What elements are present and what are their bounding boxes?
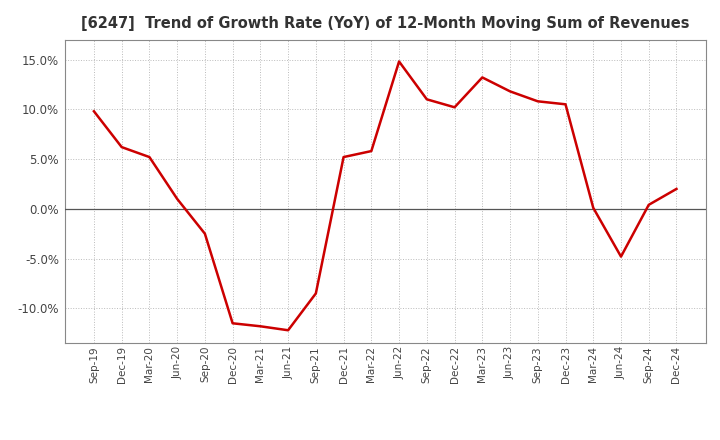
Title: [6247]  Trend of Growth Rate (YoY) of 12-Month Moving Sum of Revenues: [6247] Trend of Growth Rate (YoY) of 12-…: [81, 16, 690, 32]
